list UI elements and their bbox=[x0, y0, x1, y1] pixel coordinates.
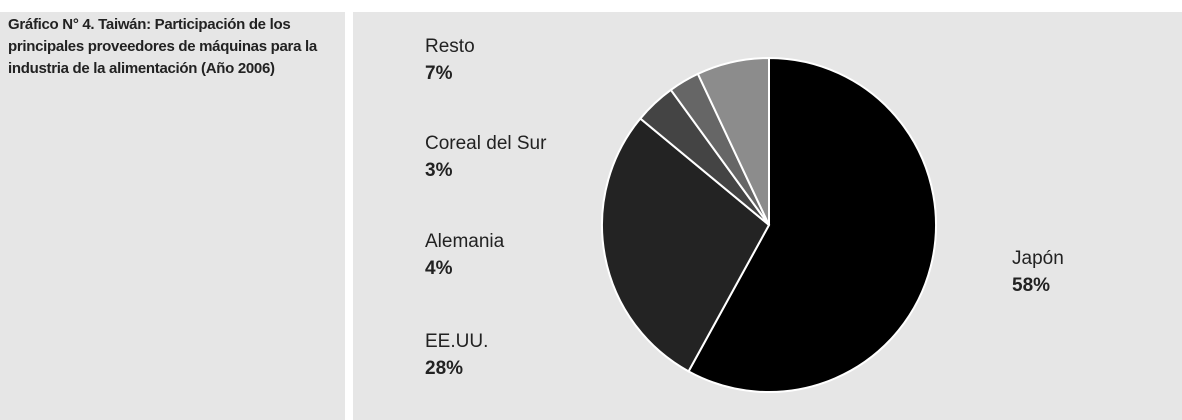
slice-value: 58% bbox=[1012, 275, 1050, 296]
chart-title: Gráfico N° 4. Taiwán: Participación de l… bbox=[8, 16, 317, 77]
slice-label: Japón bbox=[1012, 248, 1064, 269]
slice-label: Alemania bbox=[425, 231, 505, 252]
slice-label: Coreal del Sur bbox=[425, 133, 547, 154]
title-panel: Gráfico N° 4. Taiwán: Participación de l… bbox=[0, 12, 345, 420]
slice-value: 28% bbox=[425, 358, 463, 379]
pie-slice bbox=[696, 56, 770, 226]
pie-slice bbox=[601, 117, 771, 373]
slice-value: 7% bbox=[425, 63, 453, 84]
chart: Japón 58% EE.UU. 28% Alemania 4% Coreal del Su… bbox=[353, 12, 1182, 420]
pie-slice bbox=[687, 56, 937, 393]
slice-label: Resto bbox=[425, 36, 475, 57]
slice-value: 4% bbox=[425, 258, 453, 279]
slice-label: EE.UU. bbox=[425, 331, 488, 352]
slice-value: 3% bbox=[425, 160, 453, 181]
